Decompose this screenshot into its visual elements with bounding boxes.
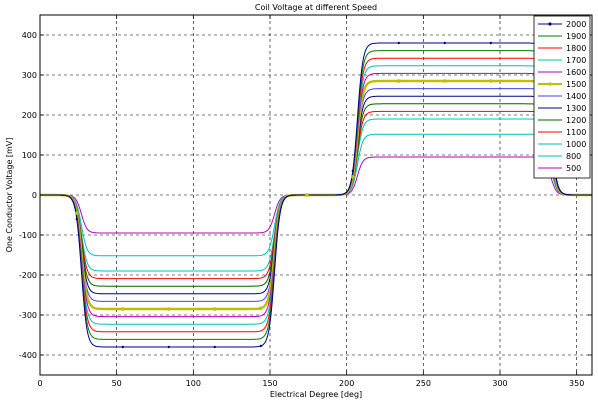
series-marker-2000: [167, 345, 170, 349]
legend-label-1500: 1500: [566, 80, 586, 89]
legend-marker-1500: [548, 82, 552, 86]
series-marker-1500: [397, 79, 401, 83]
legend-label-1400: 1400: [566, 92, 586, 101]
series-marker-1500: [443, 79, 447, 83]
legend-label-1200: 1200: [566, 116, 586, 125]
legend-label-1700: 1700: [566, 56, 586, 65]
x-tick-label: 200: [339, 379, 354, 388]
y-tick-label: -400: [19, 351, 37, 360]
x-tick-label: 300: [492, 379, 507, 388]
series-lines: [40, 41, 592, 349]
chart-title: Coil Voltage at different Speed: [255, 3, 377, 12]
x-tick-label: 100: [186, 379, 201, 388]
y-axis-label: One Conductor Voltage [mV]: [5, 138, 14, 253]
y-tick-label: -200: [19, 271, 37, 280]
series-marker-2000: [489, 41, 492, 45]
series-marker-1500: [213, 307, 217, 311]
series-marker-2000: [259, 344, 262, 348]
series-marker-1500: [305, 193, 309, 197]
series-marker-2000: [213, 345, 216, 349]
x-axis-label: Electrical Degree [deg]: [270, 390, 362, 399]
legend-label-1800: 1800: [566, 44, 586, 53]
y-tick-label: 0: [32, 191, 37, 200]
y-tick-label: -100: [19, 231, 37, 240]
series-line-2000: [40, 42, 592, 348]
series-marker-1500: [75, 211, 79, 215]
y-tick-label: 200: [22, 111, 37, 120]
series-marker-1500: [259, 306, 263, 311]
legend-label-1600: 1600: [566, 68, 586, 77]
y-tick-label: 100: [22, 151, 37, 160]
x-tick-label: 150: [262, 379, 277, 388]
x-tick-label: 50: [112, 379, 122, 388]
series-marker-2000: [121, 345, 125, 349]
series-marker-2000: [351, 169, 354, 173]
legend-label-500: 500: [566, 164, 581, 173]
series-marker-1500: [121, 307, 125, 311]
legend-label-1000: 1000: [566, 140, 586, 149]
legend-label-2000: 2000: [566, 20, 586, 29]
x-tick-label: 250: [416, 379, 431, 388]
y-tick-label: 300: [22, 71, 37, 80]
series-marker-2000: [397, 41, 400, 45]
series-marker-1500: [351, 175, 355, 179]
legend-label-800: 800: [566, 152, 581, 161]
series-marker-1500: [167, 307, 171, 311]
legend-label-1100: 1100: [566, 128, 586, 137]
y-tick-label: 400: [22, 31, 37, 40]
legend: 2000 1900 1800 1700 1600 1500 1400 1300 1200 1100…: [533, 15, 591, 179]
legend-box: [533, 15, 591, 179]
series-marker-2000: [75, 217, 79, 221]
axis-ticks: 0 50 100 150 200 250 300 350 -400 -300 -200 -100 0 10…: [19, 15, 592, 388]
legend-label-1900: 1900: [566, 32, 586, 41]
series-marker-1500: [489, 79, 493, 83]
x-tick-label: 0: [37, 379, 42, 388]
series-marker-2000: [443, 41, 446, 45]
legend-label-1300: 1300: [566, 104, 586, 113]
x-tick-label: 350: [569, 379, 584, 388]
y-tick-label: -300: [19, 311, 37, 320]
legend-marker-2000: [548, 22, 552, 26]
